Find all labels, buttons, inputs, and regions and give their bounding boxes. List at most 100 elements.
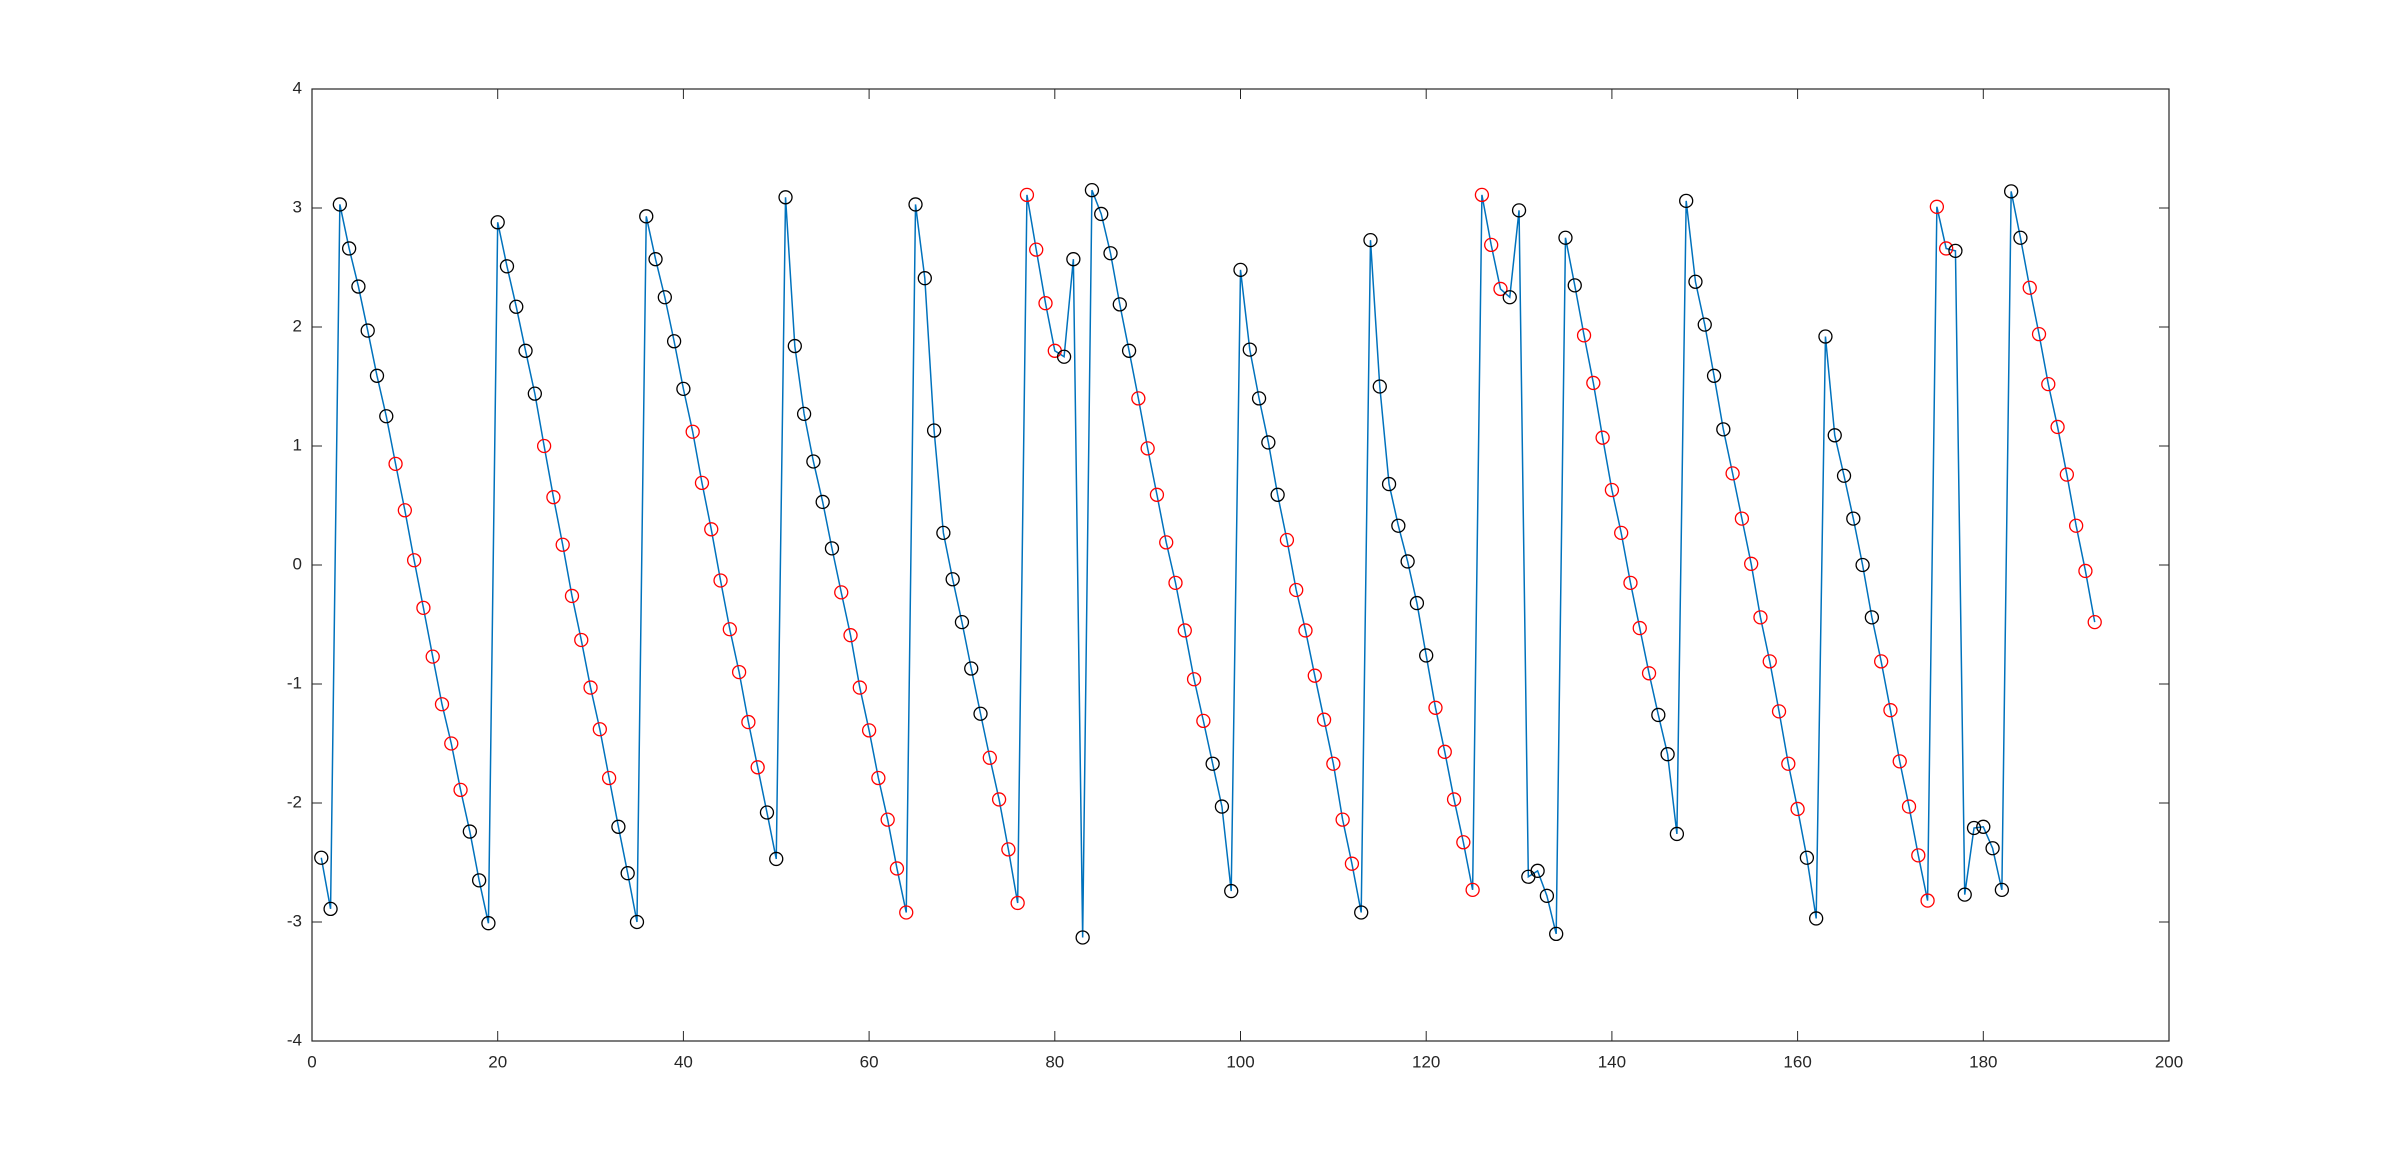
data-marker (954, 614, 970, 630)
data-marker (676, 381, 691, 397)
data-marker (369, 368, 385, 383)
data-marker (1372, 379, 1387, 394)
data-marker (769, 851, 784, 867)
data-marker (1149, 487, 1165, 502)
data-marker (499, 259, 515, 274)
data-marker (1957, 887, 1972, 902)
data-marker (1864, 610, 1880, 625)
data-marker (1270, 487, 1285, 502)
data-marker (509, 299, 524, 314)
data-marker (332, 197, 348, 212)
data-marker (1307, 668, 1322, 683)
data-marker (1511, 203, 1527, 218)
data-marker (1641, 666, 1657, 681)
data-marker (2031, 326, 2047, 342)
data-marker (973, 706, 988, 721)
y-tick-label: 0 (293, 554, 302, 573)
data-marker (1744, 556, 1759, 571)
data-marker (1604, 482, 1620, 498)
data-marker (341, 241, 357, 256)
data-marker (1586, 375, 1601, 391)
data-marker (648, 252, 663, 267)
data-marker (620, 866, 635, 881)
data-marker (1075, 930, 1090, 945)
data-marker (1140, 441, 1155, 456)
data-marker (1186, 672, 1202, 687)
data-marker (462, 824, 477, 839)
data-marker (351, 279, 366, 294)
data-marker (787, 338, 802, 354)
data-marker (1038, 296, 1053, 311)
data-marker (1632, 620, 1647, 636)
data-marker (1911, 848, 1926, 863)
data-marker (388, 456, 403, 472)
data-marker (1530, 863, 1545, 878)
data-marker (1567, 278, 1582, 293)
data-marker (1446, 792, 1462, 807)
data-marker (481, 916, 496, 931)
data-marker (1614, 525, 1629, 541)
data-marker (899, 905, 914, 920)
y-tick-label: 3 (293, 197, 302, 216)
data-marker (1716, 422, 1731, 437)
data-marker (1419, 648, 1434, 663)
data-marker (1363, 232, 1378, 248)
data-marker (1001, 842, 1016, 857)
data-marker (1428, 700, 1443, 715)
data-marker (824, 541, 840, 556)
data-marker (583, 680, 598, 695)
data-marker (1437, 744, 1452, 759)
data-marker (555, 537, 570, 552)
data-marker (685, 424, 700, 439)
data-marker (2022, 280, 2037, 295)
data-marker (1929, 199, 1945, 214)
data-marker (1818, 329, 1833, 344)
data-marker (1029, 242, 1044, 257)
data-marker (1066, 252, 1081, 267)
data-marker (1502, 290, 1517, 305)
data-marker (536, 438, 552, 454)
axes-box (311, 88, 2170, 1042)
data-marker (1966, 820, 1982, 836)
data-marker (1994, 882, 2010, 898)
x-tick-label: 160 (1783, 1052, 1811, 1071)
data-marker (880, 812, 895, 827)
data-marker (1168, 575, 1183, 590)
data-marker (397, 503, 413, 518)
data-marker (1316, 712, 1332, 727)
data-marker (1474, 187, 1490, 203)
data-marker (1233, 262, 1248, 278)
data-marker (1874, 654, 1889, 669)
data-marker (1576, 328, 1592, 343)
data-marker (416, 600, 431, 615)
data-marker (1549, 926, 1564, 942)
y-tick-label: -2 (287, 792, 302, 811)
data-marker (2004, 184, 2019, 199)
data-marker (564, 588, 580, 604)
data-marker (657, 290, 672, 305)
data-marker (871, 770, 886, 786)
y-tick-label: -1 (287, 673, 302, 692)
data-marker (1948, 243, 1963, 258)
data-marker (741, 714, 756, 730)
data-marker (1400, 554, 1415, 569)
data-marker (778, 190, 793, 205)
data-marker (2068, 518, 2084, 533)
data-marker (694, 475, 710, 491)
data-marker (1298, 623, 1313, 638)
data-marker (1159, 535, 1174, 550)
data-marker (1224, 883, 1239, 899)
data-marker (360, 323, 375, 338)
data-marker (991, 792, 1007, 807)
data-marker (666, 334, 682, 349)
data-marker (1019, 187, 1035, 203)
data-marker (1809, 911, 1824, 926)
data-marker (2078, 563, 2093, 579)
data-marker (982, 750, 997, 765)
data-marker (1196, 713, 1211, 729)
data-marker (2087, 614, 2102, 630)
data-marker (601, 770, 617, 786)
data-marker (425, 649, 440, 664)
data-marker (1725, 466, 1740, 481)
